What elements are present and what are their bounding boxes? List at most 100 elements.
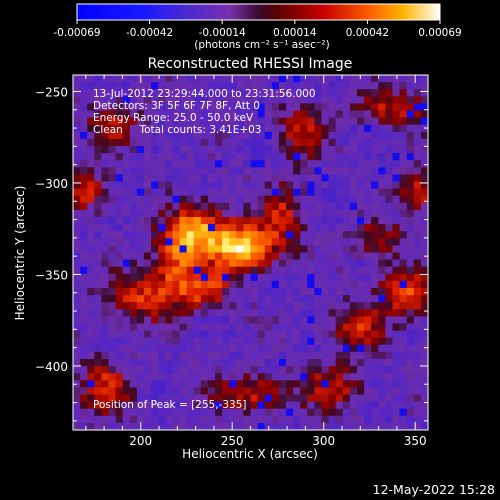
heatmap-cell xyxy=(172,394,181,403)
heatmap-cell xyxy=(250,323,259,332)
heatmap-cell xyxy=(271,124,280,133)
heatmap-cell xyxy=(385,252,394,261)
heatmap-cell xyxy=(94,288,102,296)
heatmap-cell xyxy=(172,401,181,410)
heatmap-cell xyxy=(115,75,124,83)
heatmap-cell xyxy=(200,124,209,133)
heatmap-cell xyxy=(328,153,337,161)
heatmap-cell xyxy=(158,273,166,282)
heatmap-cell xyxy=(406,96,415,104)
heatmap-cell xyxy=(87,224,95,232)
heatmap-cell xyxy=(342,174,351,183)
heatmap-cell xyxy=(293,259,301,268)
heatmap-cell xyxy=(328,146,337,154)
heatmap-cell xyxy=(236,231,244,239)
heatmap-cell xyxy=(158,75,166,83)
heatmap-cell xyxy=(392,330,401,339)
heatmap-cell xyxy=(236,408,244,417)
heatmap-cell xyxy=(349,288,358,296)
heatmap-cell xyxy=(257,359,266,367)
heatmap-cell xyxy=(243,309,252,317)
heatmap-cell xyxy=(257,351,266,360)
annotation-time-range: 13-Jul-2012 23:29:44.000 to 23:31:56.000 xyxy=(93,88,316,100)
heatmap-cell xyxy=(271,273,280,282)
heatmap-cell xyxy=(200,110,209,119)
heatmap-cell xyxy=(101,401,110,410)
heatmap-cell xyxy=(115,89,124,97)
heatmap-cell xyxy=(229,401,237,410)
heatmap-cell xyxy=(271,302,280,310)
heatmap-cell xyxy=(257,252,266,261)
heatmap-cell xyxy=(307,110,315,119)
heatmap-cell xyxy=(420,231,428,239)
heatmap-cell xyxy=(349,259,358,268)
heatmap-cell xyxy=(151,209,159,218)
heatmap-cell xyxy=(73,188,81,197)
heatmap-cell xyxy=(335,82,344,90)
heatmap-cell xyxy=(342,181,351,190)
heatmap-cell xyxy=(144,138,152,147)
heatmap-cell xyxy=(222,209,230,218)
heatmap-cell xyxy=(129,209,138,218)
heatmap-cell xyxy=(122,89,131,97)
heatmap-cell xyxy=(286,387,294,396)
heatmap-cell xyxy=(172,238,181,246)
heatmap-cell xyxy=(342,394,351,403)
heatmap-cell xyxy=(207,153,216,161)
heatmap-cell xyxy=(108,259,117,268)
heatmap-cell xyxy=(94,316,102,325)
heatmap-cell xyxy=(420,330,428,339)
heatmap-cell xyxy=(286,344,294,353)
heatmap-cell xyxy=(321,330,330,339)
heatmap-cell xyxy=(314,146,323,154)
heatmap-cell xyxy=(378,401,386,410)
heatmap-cell xyxy=(328,394,337,403)
heatmap-cell xyxy=(420,323,428,332)
heatmap-cell xyxy=(200,224,209,232)
heatmap-cell xyxy=(193,280,202,289)
heatmap-cell xyxy=(264,124,273,133)
heatmap-cell xyxy=(115,266,124,275)
heatmap-cell xyxy=(406,401,415,410)
heatmap-cell xyxy=(122,309,131,317)
heatmap-cell xyxy=(215,89,223,97)
heatmap-cell xyxy=(122,181,131,190)
heatmap-cell xyxy=(385,160,394,168)
heatmap-cell xyxy=(151,330,159,339)
heatmap-cell xyxy=(151,160,159,168)
heatmap-cell xyxy=(399,302,408,310)
heatmap-cell xyxy=(87,373,95,381)
heatmap-cell xyxy=(371,373,379,381)
heatmap-cell xyxy=(300,337,308,346)
heatmap-cell xyxy=(264,280,273,289)
heatmap-cell xyxy=(215,217,223,225)
heatmap-cell xyxy=(229,146,237,154)
heatmap-cell xyxy=(278,280,287,289)
heatmap-cell xyxy=(271,259,280,268)
heatmap-cell xyxy=(87,131,95,140)
heatmap-cell xyxy=(371,380,379,388)
heatmap-cell xyxy=(399,174,408,183)
heatmap-cell xyxy=(250,245,259,254)
heatmap-cell xyxy=(271,167,280,175)
heatmap-cell xyxy=(73,181,81,190)
heatmap-cell xyxy=(73,245,81,254)
heatmap-cell xyxy=(293,309,301,317)
heatmap-cell xyxy=(321,408,330,417)
heatmap-cell xyxy=(378,309,386,317)
heatmap-cell xyxy=(364,323,372,332)
heatmap-cell xyxy=(392,408,401,417)
heatmap-cell xyxy=(229,231,237,239)
heatmap-cell xyxy=(321,415,330,424)
heatmap-cell xyxy=(420,288,428,296)
heatmap-cell xyxy=(349,316,358,325)
heatmap-cell xyxy=(420,309,428,317)
peak-position-label: Position of Peak = [255,-335] xyxy=(93,399,247,411)
heatmap-cell xyxy=(193,209,202,218)
heatmap-cell xyxy=(321,188,330,197)
heatmap-cell xyxy=(264,344,273,353)
heatmap-cell xyxy=(172,117,181,126)
heatmap-cell xyxy=(243,131,252,140)
heatmap-cell xyxy=(413,174,422,183)
heatmap-cell xyxy=(200,238,209,246)
